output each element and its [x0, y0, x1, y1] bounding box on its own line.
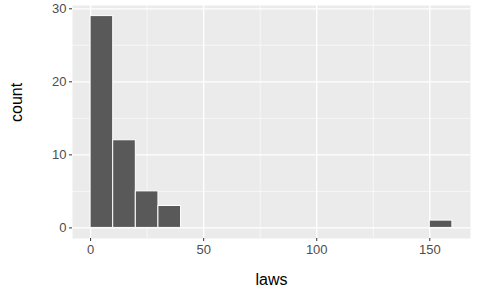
svg-text:0: 0 [87, 242, 94, 257]
svg-text:50: 50 [196, 242, 210, 257]
svg-text:laws: laws [255, 271, 287, 288]
svg-text:0: 0 [59, 220, 66, 235]
svg-text:10: 10 [52, 147, 66, 162]
svg-text:20: 20 [52, 74, 66, 89]
svg-text:30: 30 [52, 1, 66, 16]
svg-text:count: count [8, 82, 25, 122]
svg-text:150: 150 [419, 242, 441, 257]
svg-text:100: 100 [306, 242, 328, 257]
